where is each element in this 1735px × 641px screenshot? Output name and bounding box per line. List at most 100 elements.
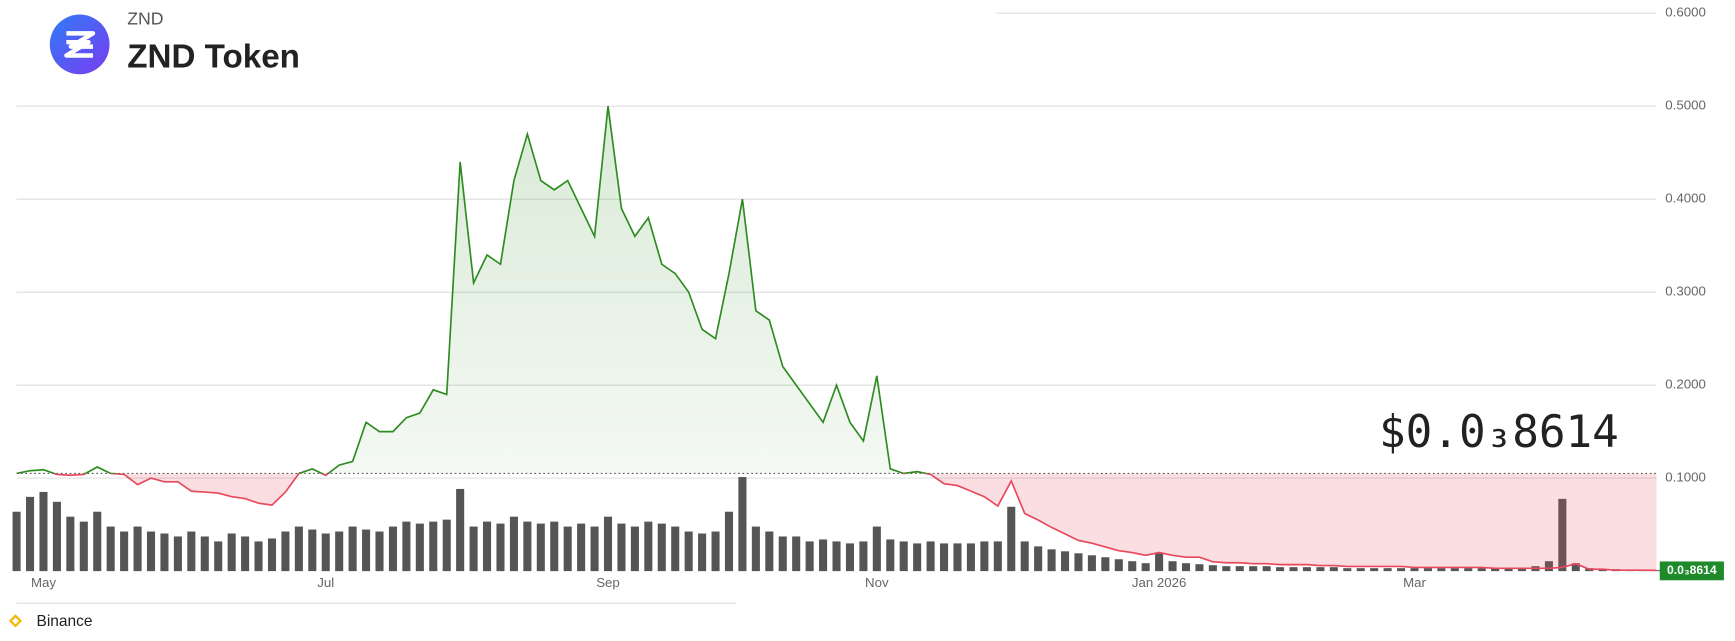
volume-bar xyxy=(429,521,438,572)
x-tick-label: Nov xyxy=(865,575,889,590)
volume-bar xyxy=(765,531,774,572)
volume-bar xyxy=(819,539,828,572)
volume-bar xyxy=(523,521,532,572)
source-icon xyxy=(8,614,23,628)
volume-bar xyxy=(267,538,277,572)
volume-bar xyxy=(227,533,236,572)
price-display: $0.0₃8614 xyxy=(1379,407,1619,458)
volume-bar xyxy=(698,533,707,572)
volume-bar xyxy=(536,523,545,572)
volume-bar xyxy=(1249,566,1258,572)
volume-bar xyxy=(1437,568,1446,572)
volume-bar xyxy=(1410,568,1419,572)
volume-bar xyxy=(1423,568,1432,572)
y-tick-label: 0.3000 xyxy=(1665,284,1706,299)
volume-bar xyxy=(711,531,720,572)
volume-bar xyxy=(1074,553,1083,572)
volume xyxy=(12,477,1661,572)
volume-bar xyxy=(886,539,895,572)
volume-bar xyxy=(1544,561,1553,572)
volume-bar xyxy=(106,526,115,572)
price-tag-label: 0.0₃8614 xyxy=(1667,563,1717,577)
volume-bar xyxy=(1060,551,1070,572)
volume-bar xyxy=(805,541,814,572)
volume-bar xyxy=(980,541,989,572)
volume-bar xyxy=(321,533,330,572)
volume-bar xyxy=(1034,546,1043,572)
token-symbol: ZND xyxy=(127,9,163,29)
x-tick-label: Sep xyxy=(596,575,620,590)
volume-bar xyxy=(1504,568,1513,572)
volume-bar xyxy=(388,526,397,572)
price-line-down xyxy=(16,473,1657,572)
volume-bar xyxy=(200,536,209,572)
header: ZND ZND Token xyxy=(0,0,996,87)
volume-bar xyxy=(899,541,908,572)
volume-bar xyxy=(442,519,451,572)
volume-bar xyxy=(1276,567,1285,572)
volume-bar xyxy=(1047,549,1056,572)
header-bg xyxy=(0,0,996,87)
volume-bar xyxy=(26,496,35,572)
volume-bar xyxy=(1558,498,1567,572)
volume-bar xyxy=(294,526,303,572)
volume-bar xyxy=(966,543,975,572)
volume-bar xyxy=(1208,565,1217,572)
source-label: Binance xyxy=(37,613,93,630)
volume-bar xyxy=(52,501,61,572)
volume-bar xyxy=(308,529,317,572)
volume-bar xyxy=(913,543,922,572)
volume-bar xyxy=(590,526,599,572)
volume-bar xyxy=(1571,563,1580,572)
volume-bar xyxy=(617,523,626,572)
volume-bar xyxy=(160,533,169,572)
volume-bar xyxy=(940,543,949,572)
volume-bar xyxy=(1195,564,1204,572)
volume-bar xyxy=(1517,568,1527,572)
volume-bar xyxy=(1155,553,1164,572)
x-tick-label: Mar xyxy=(1403,575,1426,590)
source: Binance xyxy=(8,613,93,630)
volume-bar xyxy=(456,488,465,572)
volume-bar xyxy=(1087,555,1096,572)
volume-bar xyxy=(953,543,962,572)
volume-bar xyxy=(603,516,613,572)
volume-bar xyxy=(1222,566,1231,572)
volume-bar xyxy=(1262,566,1271,572)
volume-bar xyxy=(79,521,88,572)
volume-bar xyxy=(845,543,854,572)
volume-bar xyxy=(1652,570,1661,572)
volume-bar xyxy=(1383,568,1392,572)
volume-bar xyxy=(1397,568,1406,572)
x-tick-label: May xyxy=(31,575,56,590)
volume-bar xyxy=(563,526,572,572)
volume-bar xyxy=(872,526,881,572)
volume-bar xyxy=(751,526,760,572)
volume-bar xyxy=(254,541,263,572)
volume-bar xyxy=(120,531,129,572)
volume-bar xyxy=(375,531,384,572)
volume-bar xyxy=(550,521,559,572)
volume-bar xyxy=(1235,566,1244,572)
logo-mark xyxy=(64,31,96,58)
volume-bar xyxy=(1329,567,1338,572)
volume-bar xyxy=(1007,506,1016,572)
volume-bar xyxy=(671,526,680,572)
volume-bar xyxy=(1289,567,1298,572)
price xyxy=(16,106,1657,572)
volume-bar xyxy=(1168,561,1177,572)
volume-bar xyxy=(509,516,518,572)
volume-bar xyxy=(146,531,156,572)
volume-bar xyxy=(1128,561,1137,572)
volume-bar xyxy=(415,523,424,572)
volume-bar xyxy=(1141,563,1150,572)
volume-bar xyxy=(1464,568,1473,572)
volume-bar xyxy=(644,521,653,572)
volume-bar xyxy=(832,541,841,572)
price-tag xyxy=(1659,561,1724,581)
volume-bar xyxy=(1356,568,1365,572)
volume-bar xyxy=(12,511,21,572)
area-down xyxy=(16,473,1657,571)
volume-bar xyxy=(1114,559,1123,572)
volume-bar xyxy=(496,523,505,572)
